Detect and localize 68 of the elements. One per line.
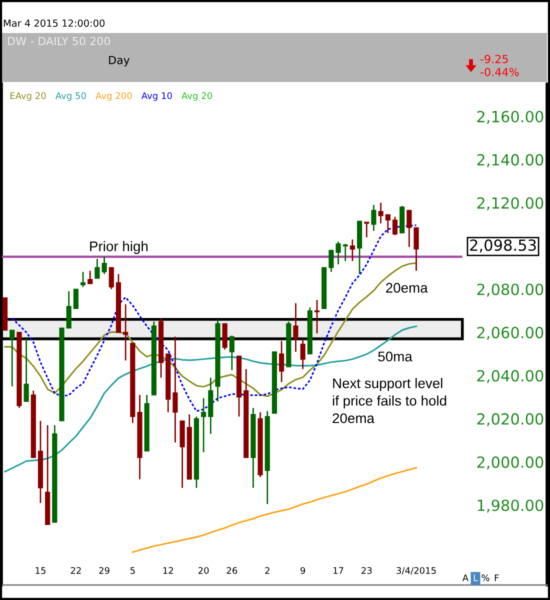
legend-label: Avg 20	[182, 92, 212, 101]
x-tick-label: 22	[70, 567, 81, 574]
candlestick	[88, 270, 93, 284]
y-tick-label: 1,980.00	[478, 500, 544, 513]
x-tick-label: 29	[99, 567, 110, 574]
text: -0.44%	[480, 68, 519, 76]
candlestick	[336, 240, 341, 266]
candlestick	[108, 266, 114, 290]
y-tick-label: 2,020.00	[477, 413, 544, 426]
y-tick-label: 2,000.00	[477, 456, 544, 470]
candlestick	[102, 256, 107, 275]
text: -9.25	[480, 54, 508, 64]
chart-subtitle: Mar 4 2015 12:00:00	[4, 19, 105, 27]
candlestick	[172, 336, 178, 444]
candlestick	[392, 216, 398, 236]
line-series	[4, 325, 418, 472]
text: 2,098.53	[470, 239, 536, 252]
text: Avg 10	[141, 92, 172, 101]
x-tick-label: 17	[334, 567, 344, 574]
x-tick-label: 20	[198, 567, 209, 574]
candlestick	[73, 288, 78, 310]
x-tick-label: 23	[362, 567, 372, 574]
x-tick-label: 15	[36, 567, 46, 574]
ref-line-label: Prior high	[90, 241, 148, 254]
x-tick-label: 12	[163, 567, 173, 574]
candlestick	[342, 243, 348, 262]
candlestick	[222, 323, 228, 350]
candlestick	[229, 334, 234, 371]
line-series	[132, 466, 418, 553]
candlestick	[328, 250, 334, 273]
y-tick-label: 2,120.00	[477, 197, 544, 210]
y-tick-label: 2,080.00	[477, 284, 544, 297]
y-tick-label: 2,040.00	[477, 370, 544, 384]
y-tick-label: 2,160.00	[477, 110, 544, 124]
x-tick-label: 26	[226, 567, 238, 574]
y-tick-label: 2,140.00	[477, 154, 544, 168]
candlestick	[350, 238, 355, 262]
text: Day	[109, 56, 130, 66]
candlestick	[371, 204, 376, 232]
candlestick	[378, 202, 384, 224]
text: Avg 50	[56, 92, 86, 101]
candlestick	[414, 226, 419, 272]
candlestick	[293, 302, 298, 352]
candlestick	[279, 340, 284, 383]
candlestick	[94, 258, 100, 280]
text: F	[494, 574, 499, 582]
x-tick-label: 3/4/2015	[396, 567, 436, 575]
text: EAvg 20	[10, 92, 46, 101]
text: DW - DAILY 50 200	[8, 36, 110, 46]
text: A	[462, 574, 469, 582]
candlestick	[10, 329, 15, 388]
x-tick-label: 9	[300, 567, 306, 574]
text: %	[482, 574, 490, 582]
x-tick-label: 2	[265, 567, 270, 574]
annotation: 20ema	[386, 282, 428, 293]
candlestick	[385, 214, 390, 234]
candlestick	[406, 210, 412, 248]
candlestick	[123, 304, 128, 362]
text: Avg 200	[96, 92, 132, 101]
candlestick	[300, 338, 306, 370]
annotation: 50ma	[378, 352, 412, 362]
x-tick-label: 5	[130, 567, 135, 574]
candlestick	[24, 338, 29, 402]
y-tick-label: 2,060.00	[477, 326, 544, 340]
candlestick	[201, 398, 206, 453]
candlestick	[66, 290, 72, 329]
band-label: Next support level if price fails to hold 20ema	[332, 378, 446, 424]
text: L	[474, 574, 478, 582]
